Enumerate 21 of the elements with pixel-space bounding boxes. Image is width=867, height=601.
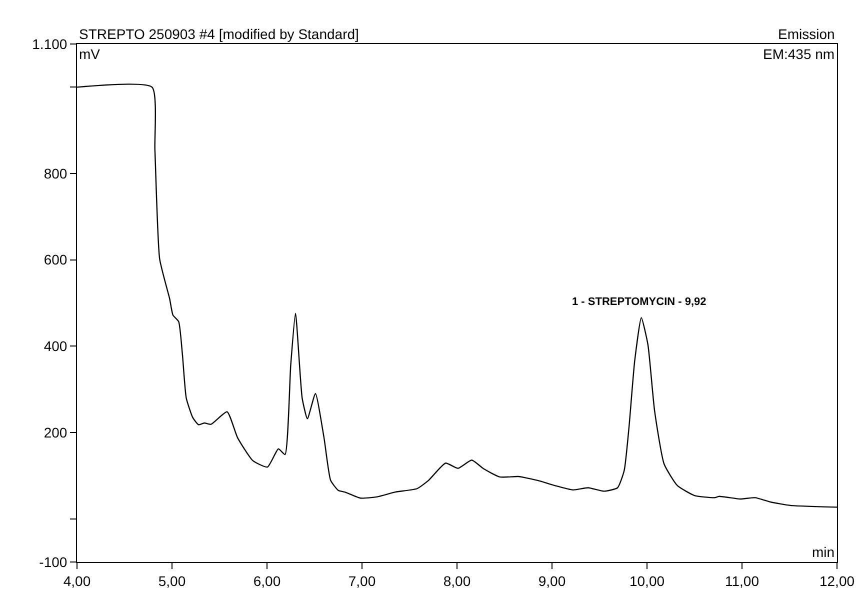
x-tick-label: 4,00 [63,572,91,589]
x-tick-label: 5,00 [158,572,186,589]
annotation: EM:435 nm [763,46,835,62]
x-tick-label: 12,00 [819,572,855,589]
x-tick-label: 8,00 [443,572,471,589]
chart-subtitle: Emission [778,26,835,42]
x-axis-title: min [812,544,835,560]
x-tick-label: 7,00 [348,572,376,589]
y-tick-label: 600 [44,252,68,268]
y-axis-title: mV [79,46,101,62]
x-tick-label: 11,00 [725,572,760,589]
x-tick-label: 10,00 [629,572,665,589]
chart-title: STREPTO 250903 #4 [modified by Standard] [79,26,359,42]
x-tick-label: 9,00 [538,572,566,589]
annotation: 1 - STREPTOMYCIN - 9,92 [572,296,706,308]
x-tick-label: 6,00 [253,572,281,589]
y-tick-label: 800 [44,165,68,182]
y-tick-label: -100 [39,554,68,570]
y-tick-label: 200 [44,424,68,440]
y-tick-label: 1.100 [32,36,68,52]
y-tick-label: 400 [44,338,68,354]
